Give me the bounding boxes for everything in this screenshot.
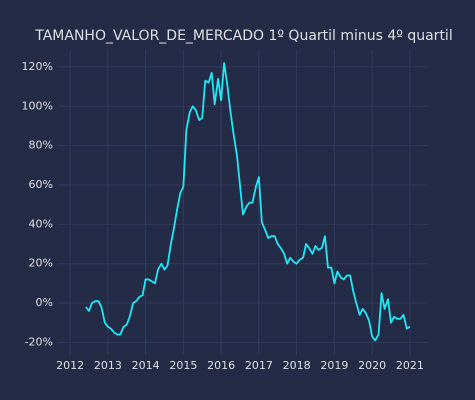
y-tick-label: 80% [29, 139, 53, 152]
y-tick-label: 20% [29, 257, 53, 270]
x-tick-label: 2015 [169, 359, 197, 372]
x-tick-label: 2020 [358, 359, 386, 372]
y-tick-label: 40% [29, 217, 53, 230]
x-tick-label: 2012 [56, 359, 84, 372]
line [85, 62, 411, 342]
x-tick-label: 2014 [132, 359, 160, 372]
y-tick-label: 0% [36, 296, 53, 309]
y-tick-label: 120% [22, 60, 53, 73]
x-tick-label: 2021 [396, 359, 424, 372]
chart-title: TAMANHO_VALOR_DE_MERCADO 1º Quartil minu… [34, 28, 452, 44]
y-tick-label: 60% [29, 178, 53, 191]
x-tick-label: 2019 [320, 359, 348, 372]
x-tick-label: 2016 [207, 359, 235, 372]
y-tick-label: -20% [25, 335, 53, 348]
x-tick-label: 2013 [94, 359, 122, 372]
x-tick-label: 2017 [245, 359, 273, 372]
x-tick-label: 2018 [283, 359, 311, 372]
y-tick-label: 100% [22, 99, 53, 112]
